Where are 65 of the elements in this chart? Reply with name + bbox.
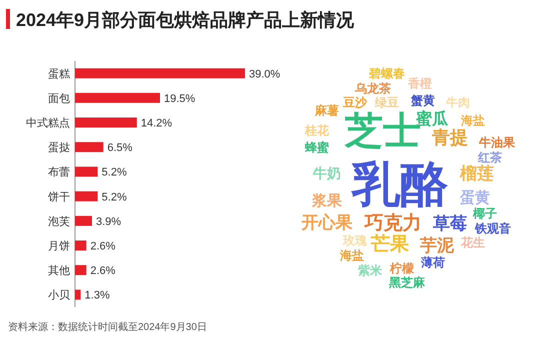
bar bbox=[75, 92, 160, 103]
y-tick-label: 月饼 bbox=[48, 240, 70, 252]
bar bbox=[75, 216, 92, 226]
text: 薄荷 bbox=[420, 255, 445, 270]
text: 椰子 bbox=[472, 206, 497, 220]
text: 海盐 bbox=[339, 248, 364, 262]
y-tick-label: 饼干 bbox=[47, 190, 70, 204]
text: 蟹黄 bbox=[410, 93, 435, 108]
data-label: 6.5% bbox=[107, 142, 133, 154]
text: 紫米 bbox=[357, 263, 383, 278]
data-label: 1.3% bbox=[84, 290, 110, 302]
text: 芋泥 bbox=[419, 236, 455, 256]
y-tick-label: 泡芙 bbox=[48, 214, 70, 228]
text: 牛油果 bbox=[478, 135, 516, 150]
text: 青提 bbox=[431, 127, 468, 148]
text: 草莓 bbox=[432, 214, 467, 234]
text: 开心果 bbox=[300, 213, 354, 232]
text: 玫瑰 bbox=[342, 233, 368, 248]
y-tick-label: 小贝 bbox=[48, 288, 70, 302]
text: 巧克力 bbox=[364, 212, 422, 234]
text: 花生 bbox=[460, 235, 485, 250]
text: 资料来源：数据统计时间截至2024年9月30日 bbox=[8, 321, 207, 333]
y-tick-label: 蛋糕 bbox=[48, 68, 70, 80]
bar bbox=[75, 290, 81, 300]
y-tick-label: 面包 bbox=[48, 92, 70, 105]
y-tick-label: 蛋挞 bbox=[48, 142, 70, 154]
bar bbox=[75, 240, 86, 250]
text: 海盐 bbox=[460, 113, 485, 128]
text: 芒果 bbox=[370, 232, 410, 255]
data-label: 5.2% bbox=[102, 166, 127, 179]
data-label: 39.0% bbox=[249, 68, 280, 80]
text: 蛋黄 bbox=[459, 189, 490, 206]
data-label: 14.2% bbox=[140, 118, 172, 130]
data-label: 5.2% bbox=[102, 191, 127, 204]
bar bbox=[75, 118, 137, 128]
text: 铁观音 bbox=[474, 221, 511, 236]
bar bbox=[75, 191, 98, 202]
bar bbox=[75, 142, 104, 152]
bar bbox=[75, 265, 86, 276]
data-label: 19.5% bbox=[164, 92, 196, 105]
text: 牛奶 bbox=[312, 165, 341, 182]
text: 榴莲 bbox=[459, 164, 494, 184]
y-tick-label: 其他 bbox=[48, 264, 70, 278]
text: 牛肉 bbox=[445, 95, 470, 110]
text: 浆果 bbox=[311, 192, 343, 210]
text: 碧螺春 bbox=[368, 66, 405, 80]
chart-title: 2024年9月部分面包烘焙品牌产品上新情况 bbox=[16, 10, 356, 30]
text: 乌龙茶 bbox=[354, 81, 391, 96]
text: 红茶 bbox=[477, 150, 502, 164]
bar bbox=[75, 166, 98, 177]
bar bbox=[75, 68, 245, 78]
text: 黑芝麻 bbox=[388, 275, 426, 290]
data-label: 2.6% bbox=[90, 240, 116, 252]
y-tick-label: 布蕾 bbox=[48, 166, 70, 179]
text: 蜂蜜 bbox=[304, 140, 330, 154]
text: 香橙 bbox=[407, 76, 433, 90]
text: 柠檬 bbox=[389, 261, 415, 276]
data-label: 3.9% bbox=[96, 216, 122, 228]
text: 桂花 bbox=[304, 123, 330, 138]
text: 麻薯 bbox=[314, 103, 339, 118]
y-tick-label: 中式糕点 bbox=[26, 116, 70, 130]
text: 豆沙 bbox=[342, 95, 368, 110]
text: 乳酪 bbox=[350, 158, 449, 212]
data-label: 2.6% bbox=[90, 265, 116, 278]
text: 绿豆 bbox=[374, 95, 399, 110]
